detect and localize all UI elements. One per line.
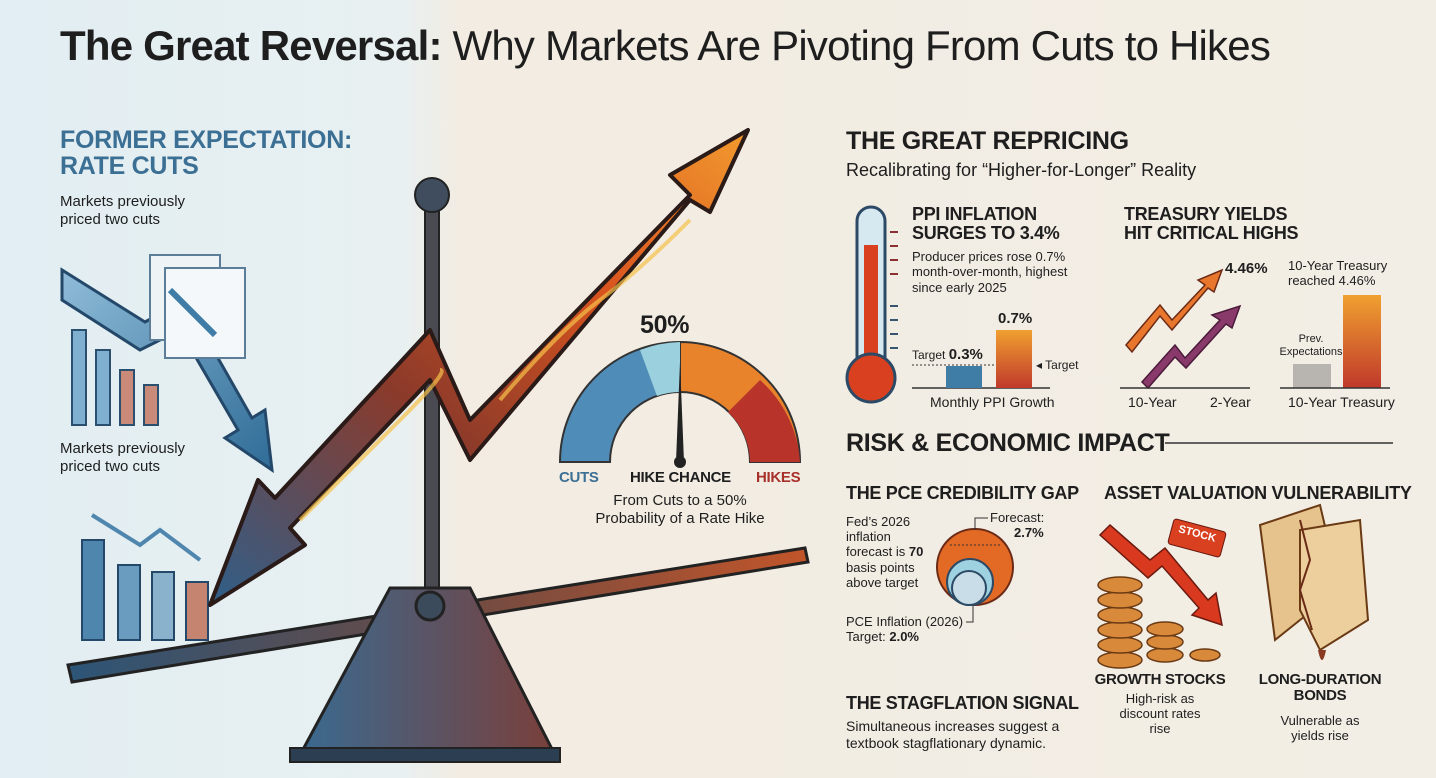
risk-heading: RISK & ECONOMIC IMPACT (846, 429, 1170, 457)
reversal-arrow-icon (208, 128, 750, 607)
former-note-bottom: Markets previously priced two cuts (60, 440, 186, 475)
page-title: The Great Reversal: Why Markets Are Pivo… (60, 22, 1271, 69)
bonds-text: Vulnerable as yields rise (1280, 713, 1360, 743)
ppi-bar-chart (912, 330, 1050, 389)
bonds-title: LONG-DURATION BONDS (1258, 671, 1382, 704)
seesaw-scale-icon (66, 177, 810, 763)
ten-year-bar (1343, 295, 1381, 388)
small-bar-chart-icon (81, 513, 209, 641)
repricing-heading: THE GREAT REPRICING (846, 127, 1129, 155)
growth-stocks-title: GROWTH STOCKS (1094, 671, 1226, 688)
declining-chart-icon (60, 254, 274, 474)
pce-circle-icon (936, 517, 1014, 623)
ppi-text: Producer prices rose 0.7% month-over-mon… (912, 249, 1068, 295)
gauge-caption: From Cuts to a 50% Probability of a Rate… (595, 492, 765, 527)
former-note-top: Markets previously priced two cuts (60, 193, 186, 228)
yield-arrows-icon (1120, 268, 1250, 390)
stagflation-text: Simultaneous increases suggest a textboo… (846, 718, 1060, 751)
treasury-heading: TREASURY YIELDS HIT CRITICAL HIGHS (1124, 204, 1299, 243)
treasury-note: 10-Year Treasury reached 4.46% (1288, 258, 1388, 288)
gauge-hikes-label: HIKES (756, 469, 801, 486)
probability-gauge (558, 340, 802, 468)
ppi-target-arrow: ◂ Target (1036, 358, 1079, 372)
ppi-target-bar (946, 366, 982, 388)
label-10-year: 10-Year (1128, 394, 1177, 410)
ppi-target-label: Target 0.3% (912, 346, 983, 363)
prev-expectations-bar (1293, 364, 1331, 388)
thermometer-icon (845, 205, 898, 404)
label-2-year: 2-Year (1210, 394, 1251, 410)
pce-heading: THE PCE CREDIBILITY GAP (846, 483, 1079, 503)
gauge-needle (676, 362, 684, 462)
falling-stocks-icon (1097, 518, 1227, 669)
stagflation-heading: THE STAGFLATION SIGNAL (846, 693, 1079, 713)
pce-text: Fed’s 2026 inflation forecast is 70 basi… (846, 514, 924, 590)
gauge-value: 50% (640, 311, 690, 339)
former-expectation-heading: FORMER EXPECTATION: RATE CUTS (60, 126, 352, 181)
pce-target: PCE Inflation (2026) Target: 2.0% (846, 614, 964, 645)
gauge-center-label: HIKE CHANCE (630, 469, 731, 486)
growth-stocks-text: High-risk as discount rates rise (1119, 691, 1201, 736)
prev-expectations-label: Prev. Expectations (1279, 333, 1343, 358)
treasury-arrow-value: 4.46% (1225, 260, 1268, 277)
treasury-bar-chart (1280, 295, 1390, 389)
ppi-heading: PPI INFLATION SURGES TO 3.4% (912, 204, 1060, 243)
melting-bonds-icon (1258, 503, 1370, 660)
treasury-axis-label: 10-Year Treasury (1288, 394, 1395, 410)
ppi-actual-value: 0.7% (998, 310, 1033, 327)
ppi-actual-bar (996, 330, 1032, 388)
ppi-axis-label: Monthly PPI Growth (930, 394, 1055, 410)
gauge-cuts-label: CUTS (559, 469, 599, 486)
pce-forecast: Forecast: 2.7% (990, 510, 1045, 540)
repricing-subheading: Recalibrating for “Higher-for-Longer” Re… (846, 160, 1197, 180)
assets-heading: ASSET VALUATION VULNERABILITY (1104, 483, 1412, 503)
